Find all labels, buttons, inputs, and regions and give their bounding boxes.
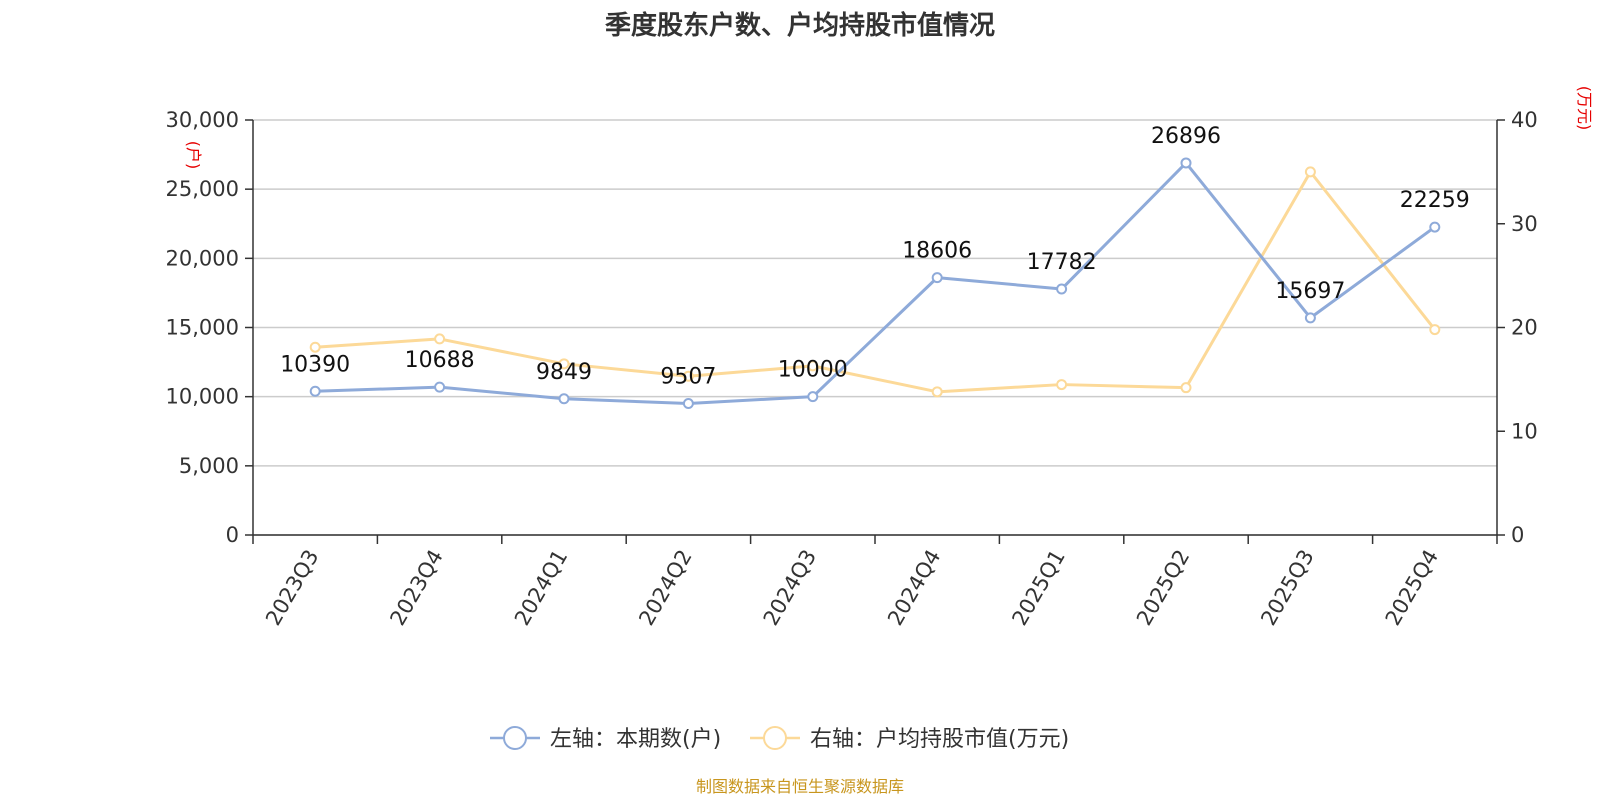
shareholder-count-point [682, 397, 694, 409]
left-axis-tick-label: 0 [226, 523, 239, 547]
avg-holding-value-point [931, 386, 943, 398]
data-label: 9507 [660, 364, 716, 389]
legend-label: 右轴：户均持股市值(万元) [810, 727, 1069, 752]
legend-label: 左轴：本期数(户) [550, 727, 721, 752]
left-axis-tick-label: 25,000 [166, 177, 239, 201]
right-axis-tick-label: 40 [1511, 108, 1538, 132]
legend-circle-symbol [763, 726, 787, 750]
x-axis-tick-label: 2024Q1 [510, 546, 572, 630]
left-axis-tick-label: 30,000 [166, 108, 239, 132]
x-axis-tick-label: 2024Q4 [883, 546, 945, 630]
data-label: 9849 [536, 360, 592, 385]
avg-holding-value-point [1429, 324, 1441, 336]
avg-holding-value-point [558, 358, 570, 370]
avg-holding-value-point [682, 370, 694, 382]
avg-holding-value-point [434, 333, 446, 345]
avg-holding-value-point [1304, 166, 1316, 178]
data-label: 26896 [1151, 124, 1221, 149]
x-axis-tick-label: 2025Q3 [1256, 546, 1318, 630]
shareholder-count-point [558, 393, 570, 405]
data-label: 22259 [1400, 188, 1470, 213]
shareholder-count-point [1304, 312, 1316, 324]
x-axis-tick-label: 2024Q2 [634, 546, 696, 630]
data-label: 17782 [1027, 250, 1097, 275]
right-axis-tick-label: 10 [1511, 419, 1538, 443]
avg-holding-value-line [315, 170, 1436, 394]
chart-title: 季度股东户数、户均持股市值情况 [605, 10, 995, 41]
x-axis-tick-label: 2024Q3 [759, 546, 821, 630]
shareholder-count-point [931, 272, 943, 284]
right-axis-tick-label: 0 [1511, 523, 1524, 547]
right-axis-unit-label: (万元) [1575, 86, 1594, 131]
legend: 左轴：本期数(户) 右轴：户均持股市值(万元) [490, 726, 1069, 752]
shareholder-count-point [1056, 283, 1068, 295]
left-axis-tick-label: 5,000 [179, 454, 239, 478]
avg-holding-value-point [1180, 382, 1192, 394]
left-axis-tick-label: 10,000 [166, 385, 239, 409]
labels-layer: 10390 10688 9849 9507 10000 18606 17782 26896 15… [280, 124, 1470, 390]
shareholder-count-point [1180, 157, 1192, 169]
series-layer [309, 157, 1441, 409]
avg-holding-value-point [807, 360, 819, 372]
grid-layer [253, 119, 1497, 536]
x-axis-tick-label: 2025Q2 [1132, 546, 1194, 630]
shareholder-count-point [1429, 221, 1441, 233]
x-axis-tick-label: 2025Q1 [1007, 546, 1069, 630]
axes-layer: 0 5,000 10,000 15,000 20,000 25,000 30,000 0 10 2… [166, 86, 1594, 630]
data-label: 10390 [280, 352, 350, 377]
legend-item-shareholder-count: 左轴：本期数(户) [490, 726, 721, 752]
right-axis-tick-label: 30 [1511, 212, 1538, 236]
left-axis-tick-label: 20,000 [166, 246, 239, 270]
left-axis-tick-label: 15,000 [166, 316, 239, 340]
shareholder-count-point [434, 381, 446, 393]
avg-holding-value-point [309, 341, 321, 353]
legend-item-avg-holding-value: 右轴：户均持股市值(万元) [750, 726, 1069, 752]
shareholder-count-point [807, 391, 819, 403]
source-note: 制图数据来自恒生聚源数据库 [696, 777, 904, 796]
left-axis-unit-label: (户) [184, 141, 203, 170]
data-label: 15697 [1275, 279, 1345, 304]
x-axis-tick-label: 2023Q4 [385, 546, 447, 630]
shareholder-count-point [309, 385, 321, 397]
right-axis-tick-label: 20 [1511, 316, 1538, 340]
data-label: 10000 [778, 358, 848, 383]
shareholder-count-line [315, 161, 1436, 405]
x-axis-tick-label: 2023Q3 [261, 546, 323, 630]
data-label: 18606 [902, 239, 972, 264]
x-axis-tick-label: 2025Q4 [1381, 546, 1443, 630]
data-label: 10688 [405, 348, 475, 373]
avg-holding-value-point [1056, 379, 1068, 391]
legend-circle-symbol [503, 726, 527, 750]
